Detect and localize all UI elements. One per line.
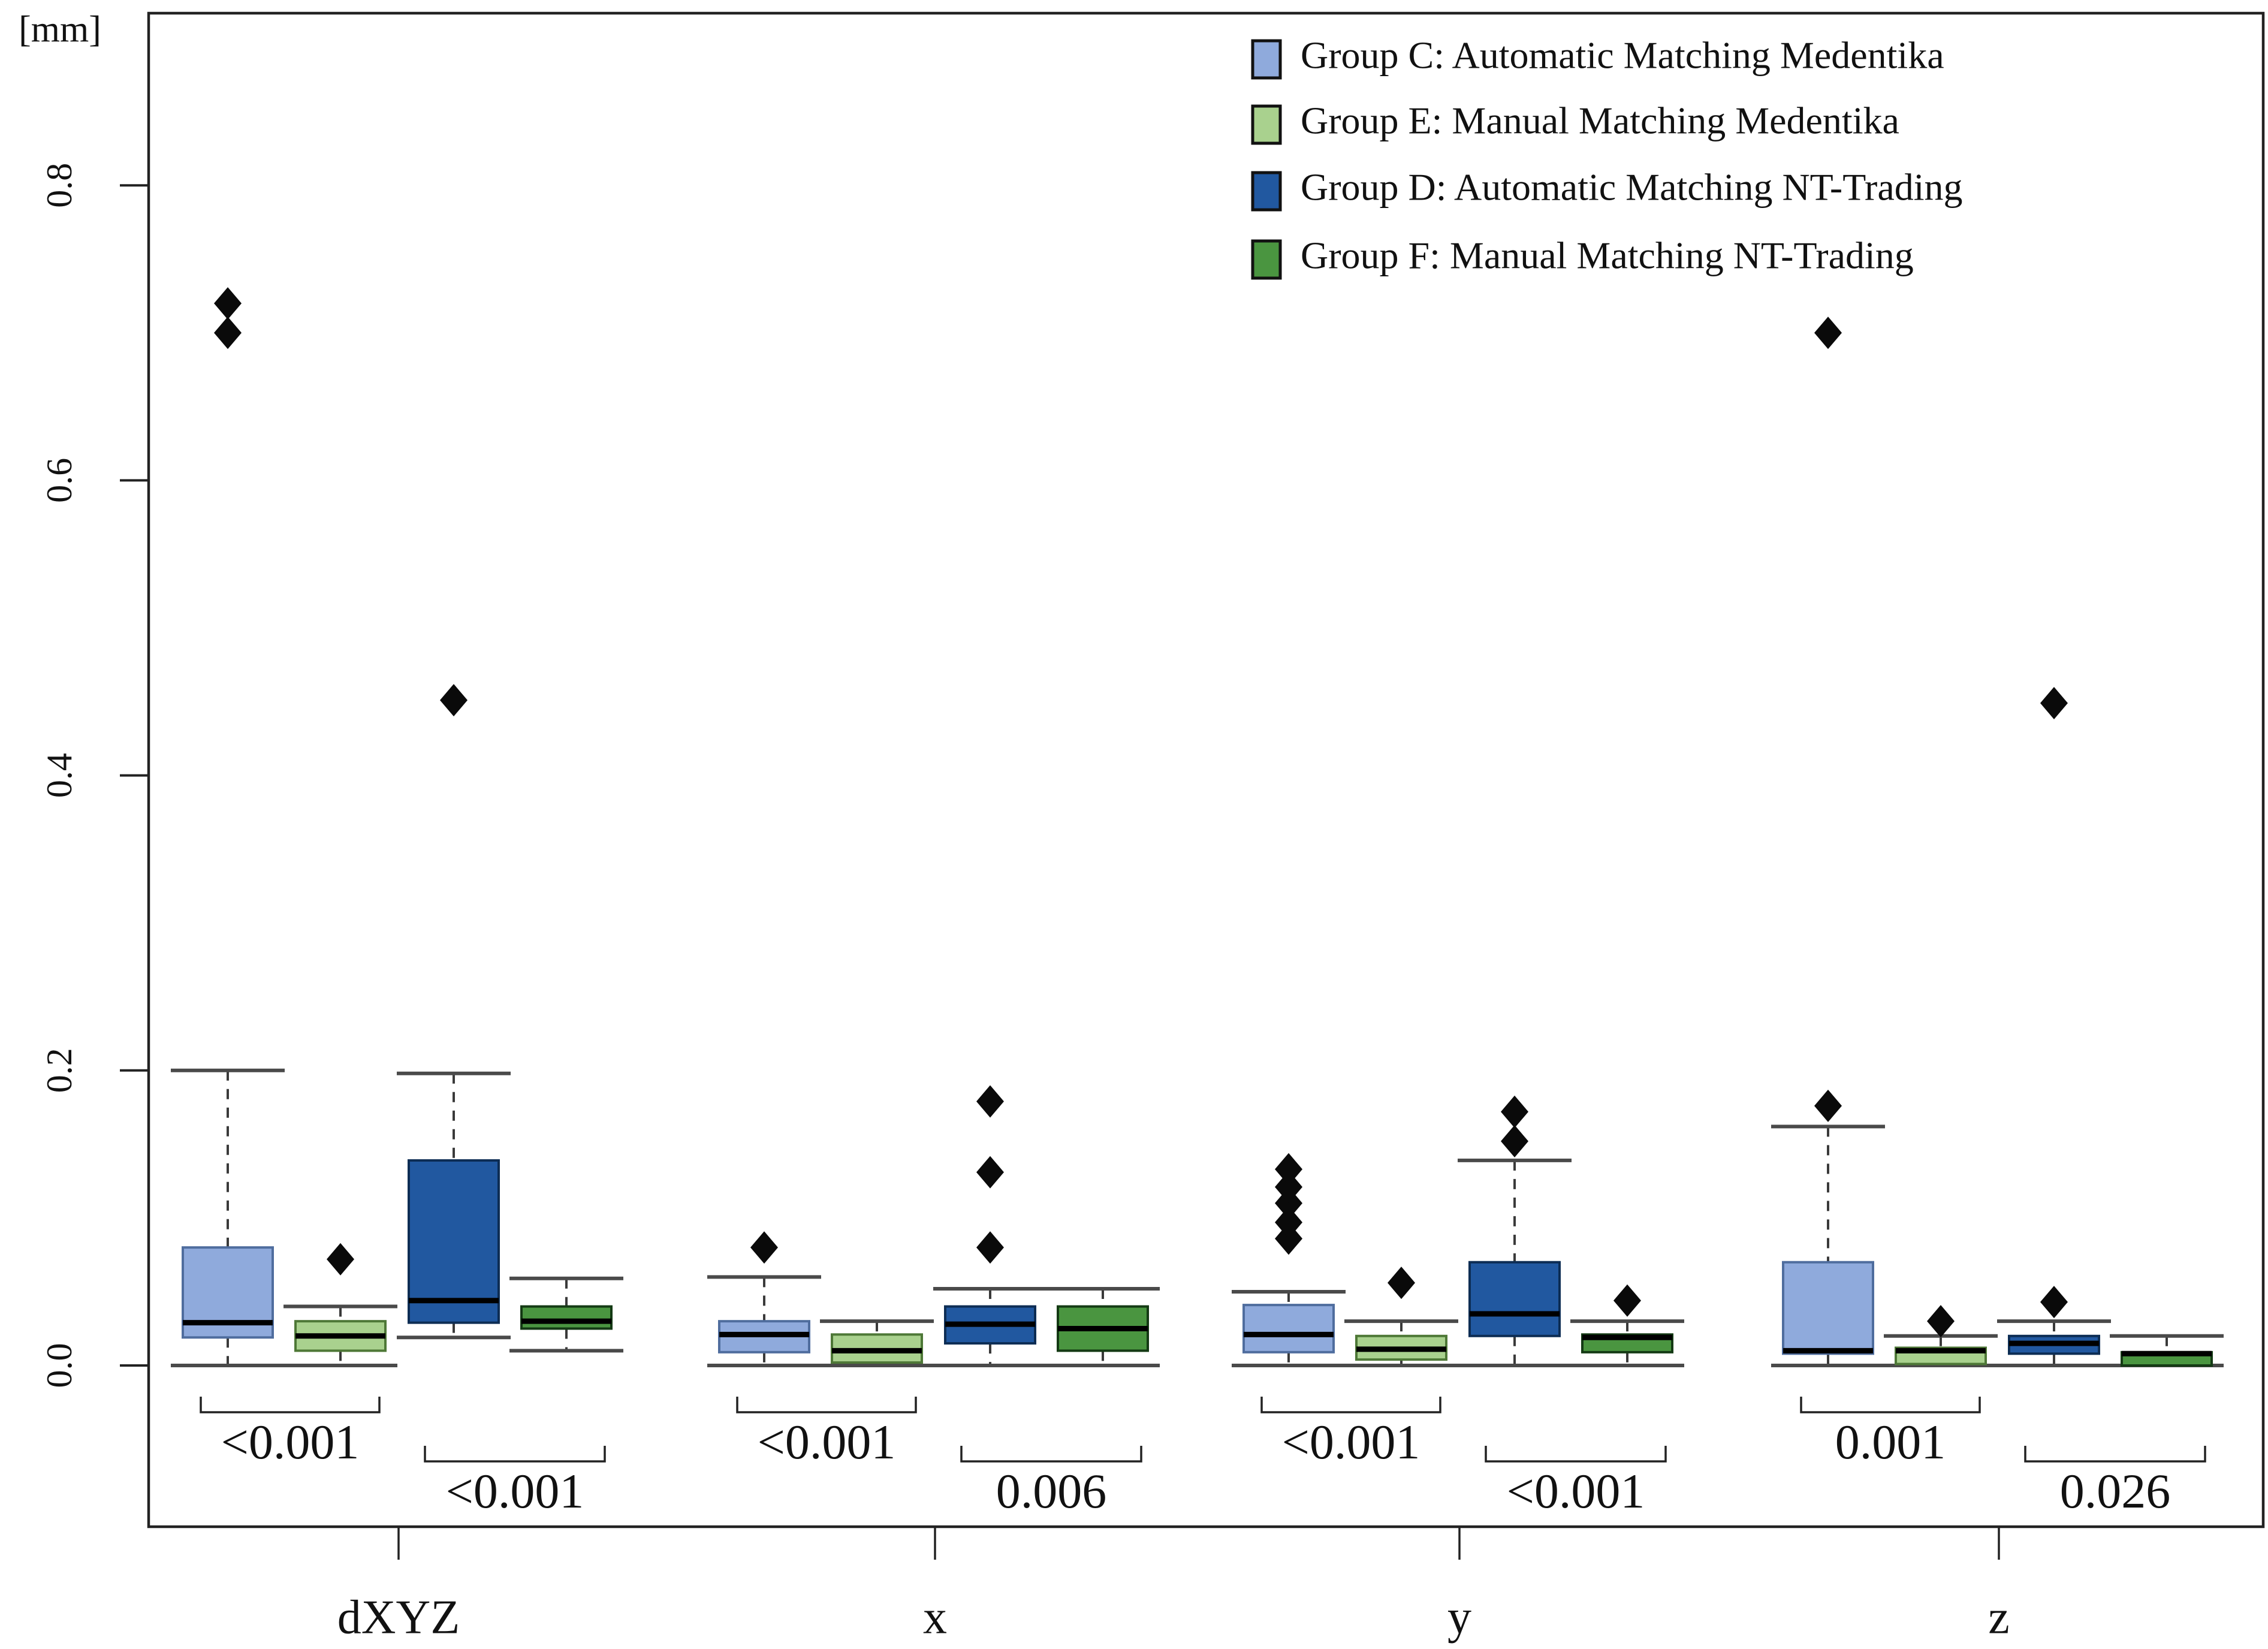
y-axis-tick-label: 0.0 (40, 1343, 79, 1388)
outlier-diamond (1613, 1284, 1641, 1317)
legend-swatch-F (1251, 239, 1282, 280)
series-group-group-c (171, 287, 1885, 1367)
outlier-diamond (1275, 1187, 1302, 1220)
outlier-diamond (976, 1085, 1004, 1118)
pvalue-CE-x-label: <0.001 (758, 1415, 896, 1469)
category-label-y: y (1447, 1591, 1471, 1644)
box (408, 1159, 500, 1324)
y-axis-tick-label: 0.2 (40, 1048, 79, 1093)
outlier-diamond (440, 684, 468, 717)
y-axis-unit-label: [mm] (19, 9, 101, 50)
legend-label-F: Group F: Manual Matching NT-Trading (1301, 234, 1914, 277)
legend-label-D: Group D: Automatic Matching NT-Trading (1301, 166, 1963, 209)
legend (1251, 39, 1282, 280)
outlier-diamond (976, 1231, 1004, 1264)
legend-swatch-E (1251, 104, 1282, 145)
outlier-diamond (1275, 1153, 1302, 1186)
outlier-diamond (1275, 1171, 1302, 1204)
legend-swatch-C (1251, 39, 1282, 80)
series-group-group-f (509, 1276, 2224, 1367)
y-axis-tick-label: 0.4 (40, 753, 79, 798)
pvalue-DF-z-bracket (2024, 1446, 2206, 1463)
pvalue-DF-y-bracket (1485, 1446, 1667, 1463)
pvalue-CE-y-bracket (1260, 1397, 1441, 1413)
pvalue-CE-dXYZ-bracket (200, 1397, 381, 1413)
pvalue-CE-z-label: 0.001 (1835, 1415, 1946, 1469)
pvalue-CE-dXYZ-label: <0.001 (221, 1415, 360, 1469)
outlier-diamond (1275, 1222, 1302, 1255)
outlier-diamond (214, 316, 242, 349)
box (1782, 1261, 1874, 1355)
outlier-diamond (327, 1243, 354, 1276)
outlier-diamond (2040, 687, 2068, 720)
category-label-dXYZ: dXYZ (337, 1591, 460, 1644)
pvalue-DF-dXYZ-label: <0.001 (446, 1464, 584, 1518)
pvalue-DF-x-bracket (960, 1446, 1142, 1463)
series-group-group-d (397, 684, 2111, 1367)
category-label-x: x (923, 1591, 947, 1644)
pvalue-DF-x-label: 0.006 (996, 1464, 1107, 1518)
legend-swatch-D (1251, 171, 1282, 212)
outlier-diamond (2040, 1286, 2068, 1319)
outlier-diamond (1275, 1206, 1302, 1239)
plot-frame (147, 11, 2265, 1529)
legend-label-C: Group C: Automatic Matching Medentika (1301, 34, 1944, 77)
box (1468, 1261, 1561, 1337)
pvalue-DF-z-label: 0.026 (2060, 1464, 2171, 1518)
pvalue-CE-z-bracket (1800, 1397, 1981, 1413)
pvalue-DF-dXYZ-bracket (424, 1446, 606, 1463)
outlier-diamond (750, 1231, 778, 1264)
y-axis-tick-label: 0.6 (40, 458, 79, 503)
outlier-diamond (1388, 1267, 1415, 1300)
y-axis-tick-label: 0.8 (40, 163, 79, 208)
outlier-diamond (1814, 316, 1842, 349)
legend-label-E: Group E: Manual Matching Medentika (1301, 100, 1899, 142)
pvalue-CE-y-label: <0.001 (1282, 1415, 1420, 1469)
pvalue-CE-x-bracket (736, 1397, 917, 1413)
outlier-diamond (1501, 1095, 1528, 1128)
box (520, 1305, 613, 1330)
outlier-diamond (214, 287, 242, 320)
series-group-group-e (284, 1243, 1998, 1367)
outlier-diamond (1501, 1125, 1528, 1157)
outlier-diamond (1927, 1305, 1955, 1338)
outlier-diamond (1814, 1089, 1842, 1122)
category-label-z: z (1988, 1591, 2010, 1644)
outlier-diamond (976, 1156, 1004, 1189)
pvalue-DF-y-label: <0.001 (1507, 1464, 1645, 1518)
box (1242, 1304, 1335, 1353)
